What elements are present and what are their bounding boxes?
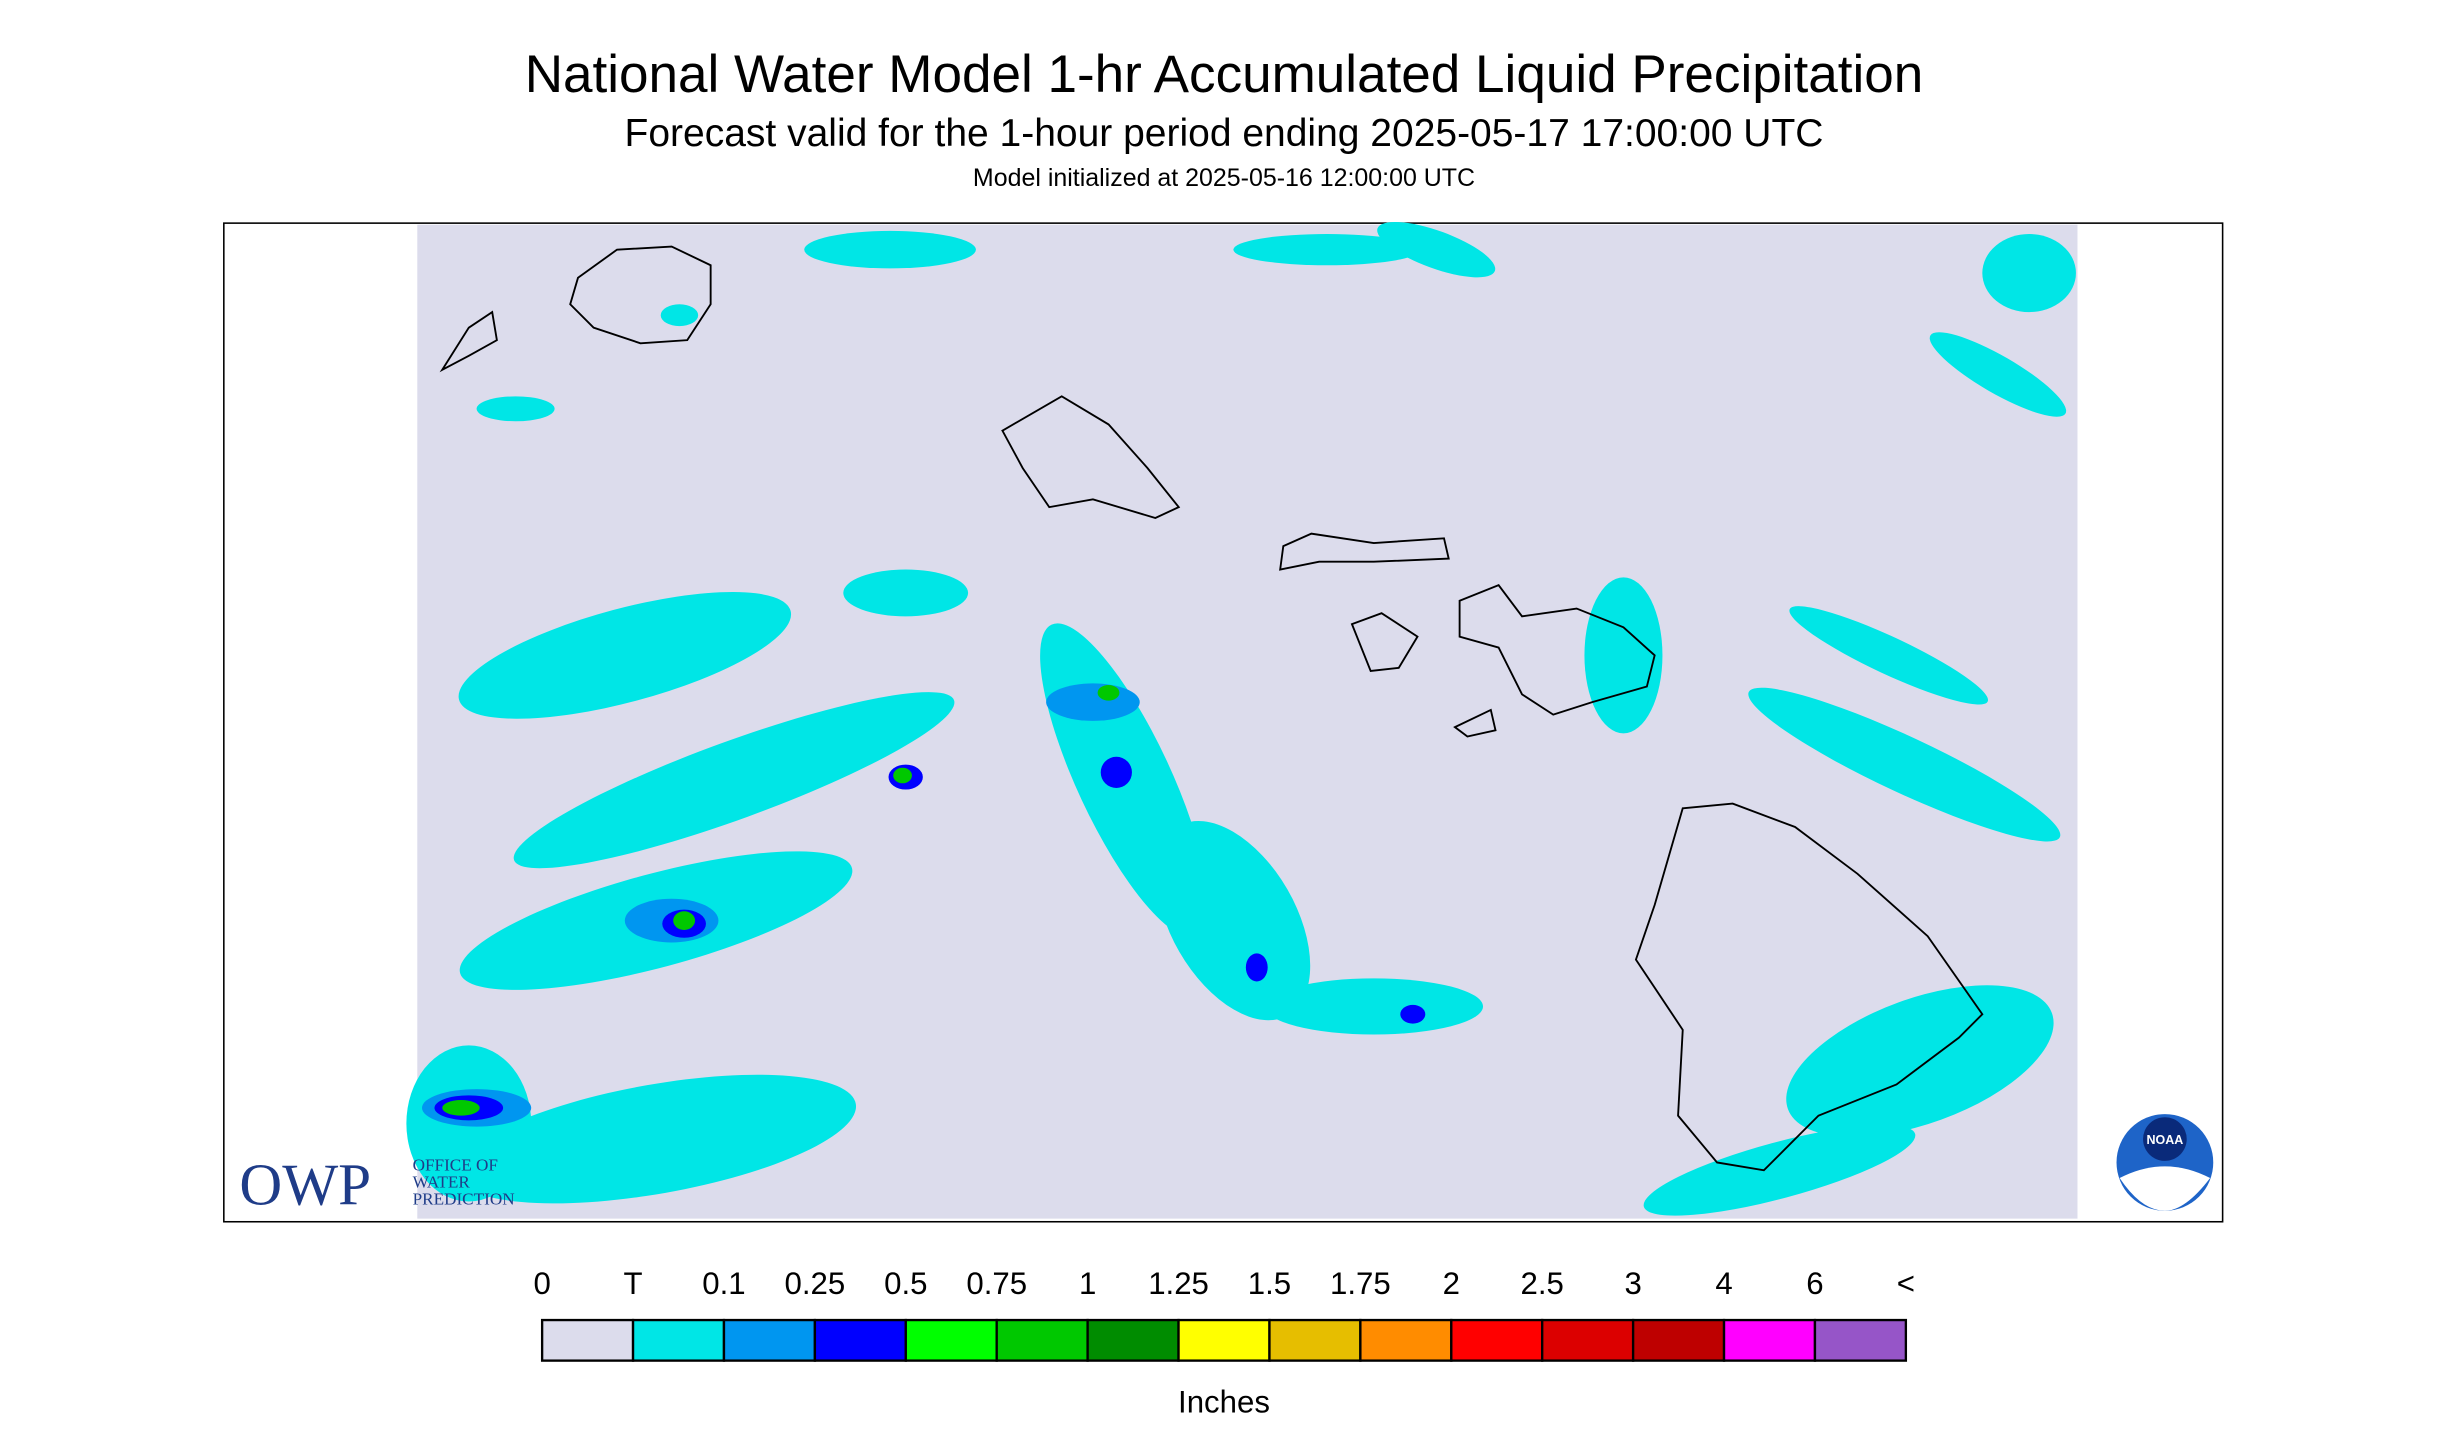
noaa-logo: NOAA <box>2116 1114 2214 1211</box>
colorbar-swatch <box>1722 1318 1817 1362</box>
colorbar-swatch <box>1541 1318 1635 1362</box>
colorbar-label: 0.25 <box>785 1266 846 1301</box>
noaa-text: NOAA <box>2147 1133 2184 1147</box>
colorbar-label: 3 <box>1624 1266 1641 1301</box>
colorbar-swatch <box>1631 1318 1726 1362</box>
title: National Water Model 1-hr Accumulated Li… <box>525 45 1924 104</box>
colorbar-swatch <box>1813 1318 1908 1362</box>
colorbar-label: 0.75 <box>966 1266 1027 1301</box>
owp-logo: OWP OFFICE OF WATER PREDICTION <box>239 1152 514 1218</box>
colorbar-label: 1.75 <box>1330 1266 1391 1301</box>
colorbar-label: 0 <box>533 1266 550 1301</box>
colorbar-label: 2.5 <box>1521 1266 1564 1301</box>
colorbar-swatch <box>1086 1318 1180 1362</box>
init-note: Model initialized at 2025-05-16 12:00:00… <box>973 164 1475 192</box>
colorbar-label: 1 <box>1079 1266 1096 1301</box>
colorbar-swatch <box>904 1318 998 1362</box>
colorbar-label: < <box>1897 1266 1915 1301</box>
colorbar-swatch <box>1268 1318 1362 1362</box>
colorbar-swatch <box>995 1318 1089 1362</box>
colorbar-unit: Inches <box>1178 1385 1270 1420</box>
owp-line: WATER <box>413 1172 471 1191</box>
colorbar-label: 1.25 <box>1148 1266 1209 1301</box>
colorbar-swatch <box>813 1318 907 1362</box>
map: OWP OFFICE OF WATER PREDICTION NOAA <box>223 221 2224 1223</box>
island-outlines <box>439 245 1984 1172</box>
colorbar-label: 2 <box>1443 1266 1460 1301</box>
colorbar-label: 6 <box>1806 1266 1823 1301</box>
colorbar-label: 0.5 <box>884 1266 927 1301</box>
colorbar-swatch <box>631 1318 726 1362</box>
colorbar-swatch <box>1359 1318 1453 1362</box>
colorbar-label: 4 <box>1715 1266 1732 1301</box>
colorbar-label: 1.5 <box>1248 1266 1291 1301</box>
colorbar-swatch <box>540 1318 635 1362</box>
colorbar-swatch <box>722 1318 817 1362</box>
colorbar-label: T <box>624 1266 643 1301</box>
colorbar-label: 0.1 <box>702 1266 745 1301</box>
colorbar-swatch <box>1177 1318 1271 1362</box>
owp-line: PREDICTION <box>413 1190 515 1209</box>
colorbar: 0 T 0.1 0.25 0.5 0.75 1 1.25 1.5 1.75 2 2.5 3 4 6 < <box>533 1266 1915 1362</box>
subtitle: Forecast valid for the 1-hour period end… <box>625 112 1824 155</box>
precip-field <box>406 221 2076 1216</box>
colorbar-swatch <box>1450 1318 1544 1362</box>
owp-mark: OWP <box>239 1152 371 1218</box>
owp-line: OFFICE OF <box>413 1155 498 1174</box>
